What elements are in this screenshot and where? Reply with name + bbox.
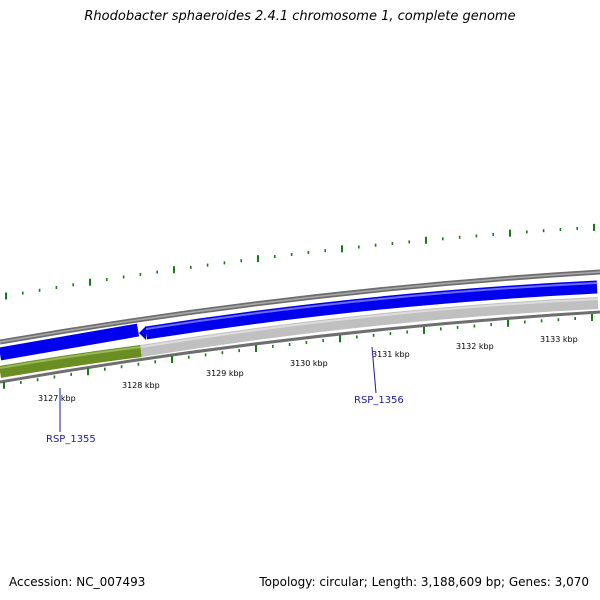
tick-label: 3130 kbp: [290, 359, 328, 368]
gene-rsp-1355-label[interactable]: RSP_1355: [46, 434, 96, 445]
tick-label: 3132 kbp: [456, 342, 494, 351]
summary-text: Topology: circular; Length: 3,188,609 bp…: [259, 575, 589, 589]
forward-gene-right[interactable]: [144, 280, 598, 340]
inner-tick-track: [3, 314, 593, 389]
accession-text: Accession: NC_007493: [9, 575, 146, 589]
gene-rsp-1355-band[interactable]: [0, 345, 142, 378]
forward-gene-arrowhead: [139, 326, 146, 340]
map-title: Rhodobacter sphaeroides 2.4.1 chromosome…: [84, 9, 516, 24]
tick-label: 3127 kbp: [38, 394, 76, 403]
tick-label: 3128 kbp: [122, 381, 160, 390]
tick-label: 3131 kbp: [372, 350, 410, 359]
gene-rsp-1356-leader: [371, 346, 377, 394]
gene-rsp-1356-label[interactable]: RSP_1356: [354, 395, 404, 406]
backbone-inner: [0, 310, 600, 384]
tick-labels: 3127 kbp 3128 kbp 3129 kbp 3130 kbp 3131 kbp…: [38, 335, 578, 403]
forward-gene-left[interactable]: [0, 323, 140, 361]
outer-tick-track: [5, 223, 595, 300]
tick-label: 3129 kbp: [206, 369, 244, 378]
gene-rsp-1356-band[interactable]: [140, 297, 599, 357]
tick-label: 3133 kbp: [540, 335, 578, 344]
